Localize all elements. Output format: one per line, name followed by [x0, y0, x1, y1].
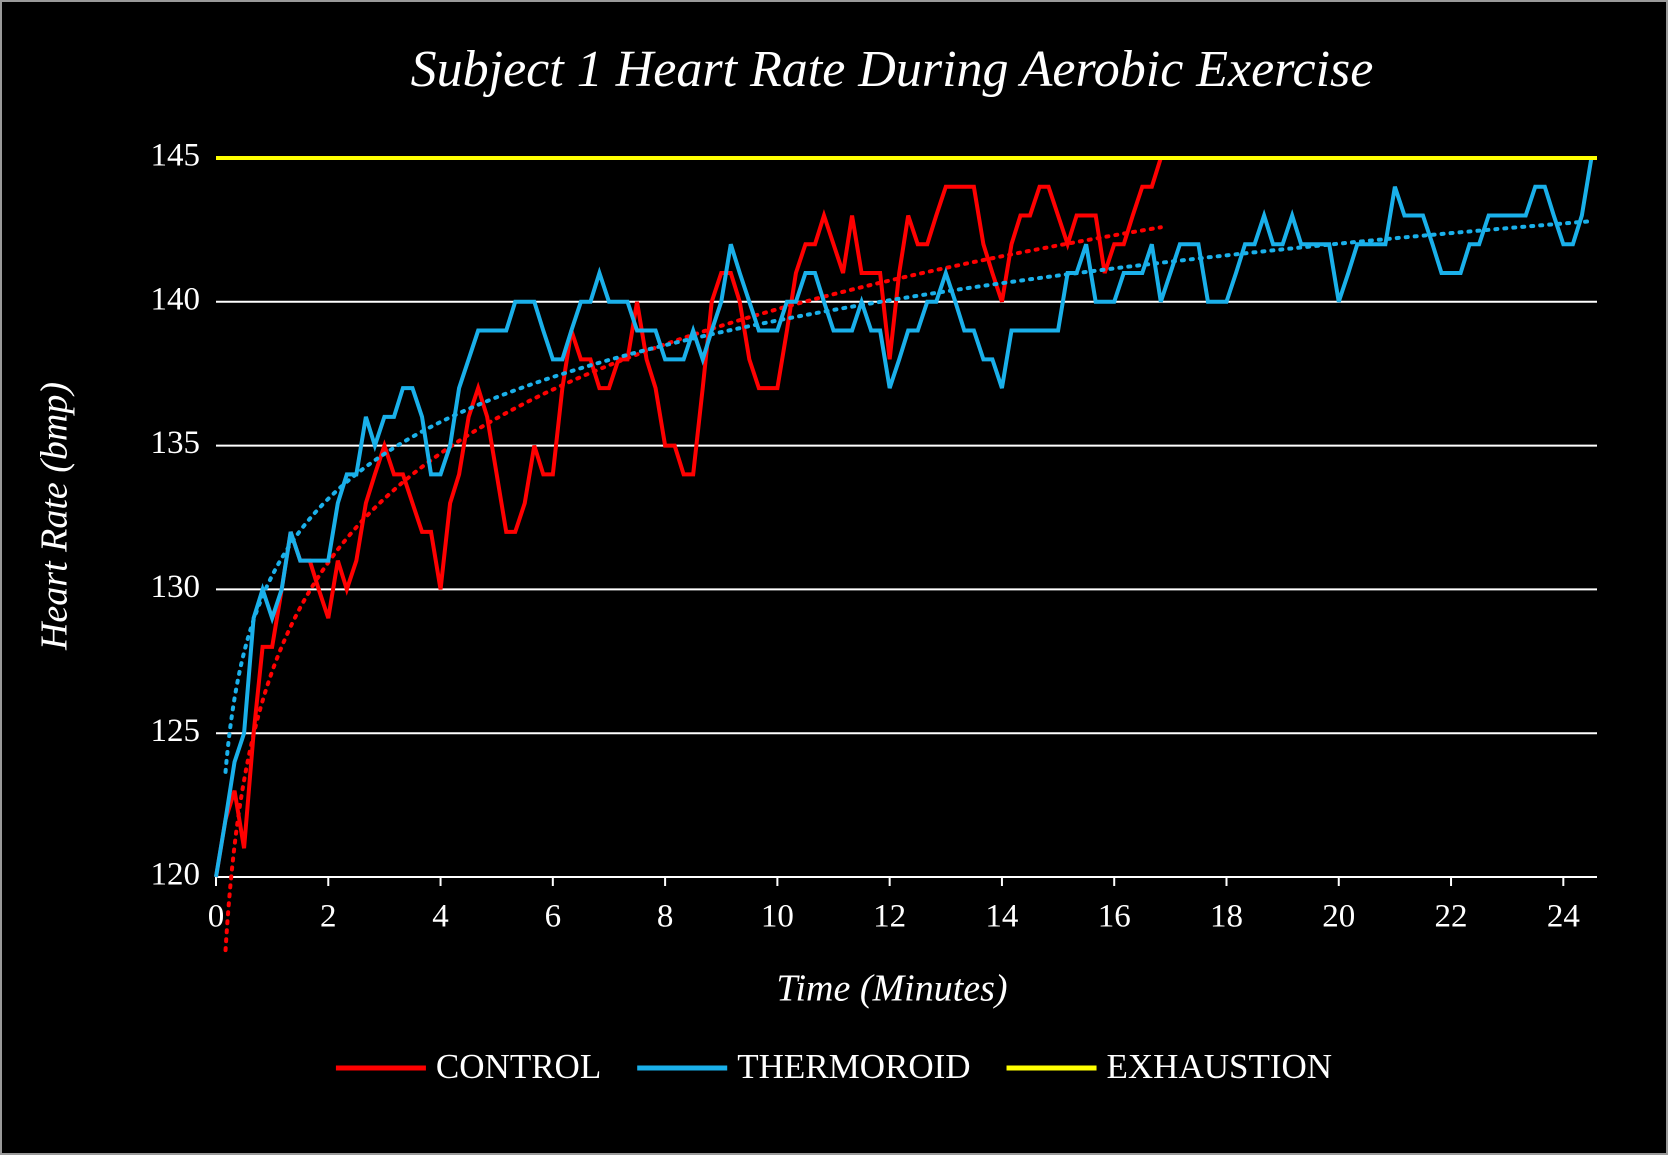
y-tick-label: 140 [151, 281, 201, 317]
y-tick-label: 145 [151, 138, 201, 174]
series-line [214, 157, 1163, 878]
x-tick-label: 16 [1098, 899, 1131, 935]
x-tick-label: 14 [985, 899, 1018, 935]
x-tick-label: 12 [873, 899, 906, 935]
x-tick-label: 24 [1547, 899, 1580, 935]
y-tick-label: 120 [151, 857, 201, 893]
x-tick-label: 2 [320, 899, 337, 935]
series-line [214, 157, 1594, 878]
legend-text: CONTROL [436, 1047, 601, 1086]
chart-title: Subject 1 Heart Rate During Aerobic Exer… [411, 41, 1374, 98]
x-tick-label: 4 [432, 899, 449, 935]
x-tick-label: 10 [761, 899, 794, 935]
y-tick-label: 130 [151, 569, 201, 605]
trendline [223, 225, 1163, 953]
y-axis-title: Heart Rate (bmp) [34, 382, 76, 651]
y-tick-label: 135 [151, 425, 201, 461]
x-tick-label: 8 [657, 899, 674, 935]
legend-text: EXHAUSTION [1107, 1047, 1333, 1086]
x-tick-label: 22 [1435, 899, 1468, 935]
legend-text: THERMOROID [737, 1047, 970, 1086]
x-axis-title: Time (Minutes) [776, 968, 1007, 1010]
x-tick-label: 20 [1322, 899, 1355, 935]
x-tick-label: 6 [545, 899, 562, 935]
y-tick-label: 125 [151, 713, 201, 749]
x-tick-label: 18 [1210, 899, 1243, 935]
trendline [223, 219, 1594, 774]
x-tick-label: 0 [208, 899, 225, 935]
